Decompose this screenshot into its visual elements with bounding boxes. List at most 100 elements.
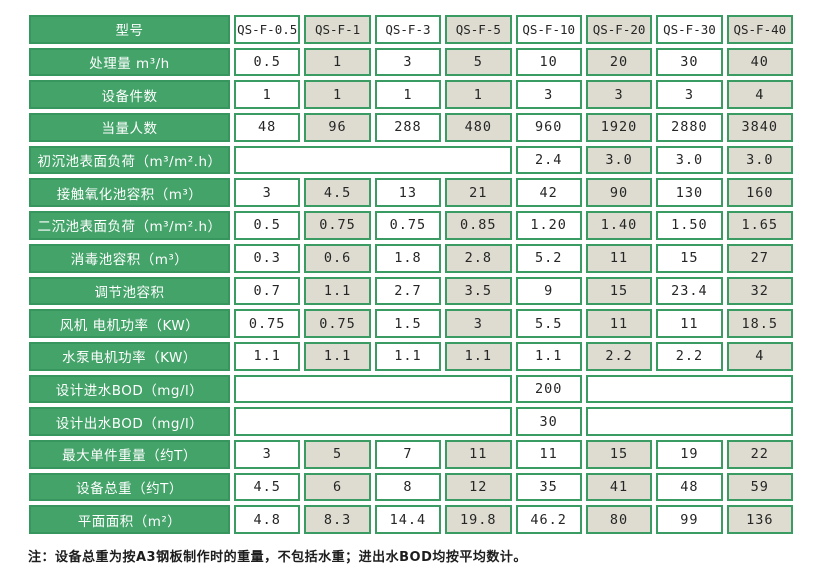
data-cell: 21 <box>445 178 512 208</box>
data-cell: 1 <box>234 80 301 110</box>
data-cell: 1.1 <box>374 341 442 371</box>
row-label: 水泵电机功率（KW） <box>29 341 230 371</box>
data-cell: 1.50 <box>656 211 723 240</box>
footnote: 注：设备总重为按A3钢板制作时的重量，不包括水重；进出水BOD均按平均数计。 <box>28 550 527 565</box>
data-cell: 15 <box>585 276 653 306</box>
data-cell: 4.5 <box>304 178 371 208</box>
table-row: 水泵电机功率（KW） 1.1 1.1 1.1 1.1 1.1 2.2 2.2 4 <box>29 341 793 371</box>
data-cell: 59 <box>726 472 793 502</box>
data-cell: 1.40 <box>585 211 653 240</box>
row-label: 当量人数 <box>29 113 230 142</box>
data-cell: 1.1 <box>304 276 371 306</box>
row-label: 设备总重（约T） <box>29 472 230 502</box>
table-row: 风机 电机功率（KW） 0.75 0.75 1.5 3 5.5 11 11 18.5 <box>29 309 793 338</box>
data-cell: 48 <box>234 113 301 142</box>
row-label: 最大单件重量（约T） <box>29 439 230 469</box>
data-cell: 4 <box>726 80 793 110</box>
data-cell: 1920 <box>585 113 653 142</box>
table-row: 最大单件重量（约T） 3 5 7 11 11 15 19 22 <box>29 439 793 469</box>
data-cell: 19 <box>656 439 723 469</box>
data-cell: 1.8 <box>374 243 442 273</box>
data-cell: 11 <box>656 309 723 338</box>
row-label: 设备件数 <box>29 80 230 110</box>
table-row: 接触氧化池容积（m³） 3 4.5 13 21 42 90 130 160 <box>29 178 793 208</box>
data-cell: 23.4 <box>656 276 723 306</box>
data-cell: 42 <box>515 178 582 208</box>
data-cell: 1.5 <box>374 309 442 338</box>
data-cell: 0.5 <box>234 211 301 240</box>
row-label-model: 型号 <box>29 15 230 44</box>
data-cell: 3 <box>515 80 582 110</box>
data-cell: 5 <box>304 439 371 469</box>
data-cell: 960 <box>515 113 582 142</box>
data-cell: 4.8 <box>234 505 301 534</box>
data-cell: 0.5 <box>234 47 301 77</box>
data-cell: 3 <box>585 80 653 110</box>
data-cell: 46.2 <box>515 505 582 534</box>
data-cell: 3 <box>234 439 301 469</box>
row-label: 风机 电机功率（KW） <box>29 309 230 338</box>
model-header-cell: QS-F-3 <box>374 15 442 44</box>
row-label: 初沉池表面负荷（m³/m².h） <box>29 145 230 175</box>
data-cell: 3 <box>374 47 442 77</box>
row-label: 消毒池容积（m³） <box>29 243 230 273</box>
data-cell: 1.1 <box>445 341 512 371</box>
data-cell: 13 <box>374 178 442 208</box>
data-cell: 22 <box>726 439 793 469</box>
table-row: 设计出水BOD（mg/l） 30 <box>29 407 793 436</box>
data-cell: 0.75 <box>234 309 301 338</box>
data-cell: 0.75 <box>374 211 442 240</box>
model-header-cell: QS-F-30 <box>656 15 723 44</box>
row-label: 处理量 m³/h <box>29 47 230 77</box>
data-cell: 1 <box>304 80 371 110</box>
data-cell: 15 <box>656 243 723 273</box>
data-cell: 1.1 <box>515 341 582 371</box>
data-cell: 11 <box>585 243 653 273</box>
data-cell: 5 <box>445 47 512 77</box>
table-row: 处理量 m³/h 0.5 1 3 5 10 20 30 40 <box>29 47 793 77</box>
row-label: 接触氧化池容积（m³） <box>29 178 230 208</box>
data-cell: 1 <box>445 80 512 110</box>
data-cell: 30 <box>656 47 723 77</box>
merged-empty-cell <box>585 407 793 436</box>
data-cell: 15 <box>585 439 653 469</box>
data-cell: 48 <box>656 472 723 502</box>
merged-empty-cell <box>234 145 512 175</box>
model-header-cell: QS-F-20 <box>585 15 653 44</box>
data-cell: 2.2 <box>656 341 723 371</box>
data-cell: 288 <box>374 113 442 142</box>
data-cell: 10 <box>515 47 582 77</box>
data-cell: 5.5 <box>515 309 582 338</box>
data-cell: 200 <box>515 374 582 404</box>
data-cell: 2.8 <box>445 243 512 273</box>
model-header-cell: QS-F-1 <box>304 15 371 44</box>
table-row: 设备件数 1 1 1 1 3 3 3 4 <box>29 80 793 110</box>
table-row: 设备总重（约T） 4.5 6 8 12 35 41 48 59 <box>29 472 793 502</box>
table-row: 消毒池容积（m³） 0.3 0.6 1.8 2.8 5.2 11 15 27 <box>29 243 793 273</box>
data-cell: 0.85 <box>445 211 512 240</box>
merged-empty-cell <box>585 374 793 404</box>
data-cell: 11 <box>515 439 582 469</box>
data-cell: 130 <box>656 178 723 208</box>
data-cell: 12 <box>445 472 512 502</box>
data-cell: 3 <box>234 178 301 208</box>
data-cell: 90 <box>585 178 653 208</box>
data-cell: 8 <box>374 472 442 502</box>
data-cell: 7 <box>374 439 442 469</box>
data-cell: 3.5 <box>445 276 512 306</box>
data-cell: 35 <box>515 472 582 502</box>
data-cell: 1.65 <box>726 211 793 240</box>
data-cell: 0.6 <box>304 243 371 273</box>
model-header-cell: QS-F-0.5 <box>234 15 301 44</box>
table-row: 平面面积（m²） 4.8 8.3 14.4 19.8 46.2 80 99 136 <box>29 505 793 534</box>
data-cell: 2.2 <box>585 341 653 371</box>
data-cell: 160 <box>726 178 793 208</box>
data-cell: 5.2 <box>515 243 582 273</box>
equipment-spec-table: 型号 QS-F-0.5 QS-F-1 QS-F-3 QS-F-5 QS-F-10 QS-F-… <box>25 11 797 538</box>
data-cell: 136 <box>726 505 793 534</box>
row-label: 设计出水BOD（mg/l） <box>29 407 230 436</box>
model-header-cell: QS-F-5 <box>445 15 512 44</box>
data-cell: 8.3 <box>304 505 371 534</box>
data-cell: 2.4 <box>515 145 582 175</box>
data-cell: 1.1 <box>304 341 371 371</box>
